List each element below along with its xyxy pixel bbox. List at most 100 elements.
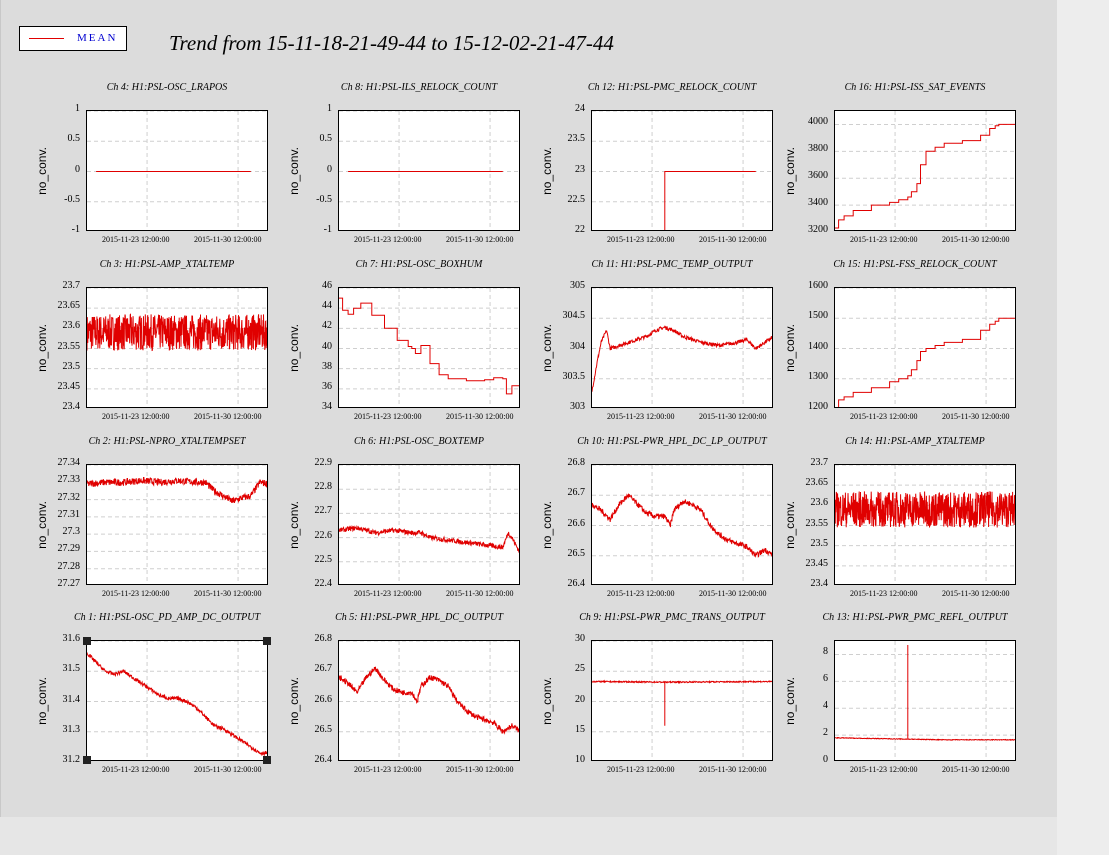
chart-svg: [592, 641, 772, 760]
series-line-mean: [835, 491, 1015, 528]
series-line-mean: [87, 652, 267, 757]
y-tick-label: 2: [823, 727, 828, 739]
chart-title: Ch 2: H1:PSL-NPRO_XTALTEMPSET: [88, 436, 246, 447]
y-tick-label: 10: [575, 754, 585, 765]
chart-svg: [339, 641, 519, 760]
chart-svg: [87, 465, 267, 584]
page-title: Trend from 15-11-18-21-49-44 to 15-12-02…: [169, 31, 614, 55]
y-tick-label: 23: [575, 163, 585, 175]
chart-plot-area: [86, 110, 268, 231]
chart-svg: [592, 465, 772, 584]
y-tick-label: 23.7: [62, 280, 81, 291]
chart-plot-area: [338, 110, 520, 231]
y-tick-label: 22.7: [314, 505, 333, 517]
y-tick-label: 23.4: [62, 401, 81, 412]
y-tick-label: 3200: [808, 224, 828, 235]
y-tick-label: 0: [75, 163, 80, 175]
y-tick-label: 42: [322, 320, 332, 332]
chart-title: Ch 15: H1:PSL-FSS_RELOCK_COUNT: [833, 259, 997, 270]
y-tick-label: 4: [823, 700, 828, 712]
series-line-mean: [664, 171, 756, 230]
chart-title: Ch 8: H1:PSL-ILS_RELOCK_COUNT: [340, 82, 498, 93]
series-line-mean: [592, 493, 772, 559]
y-tick-label: 31.2: [62, 754, 81, 765]
y-tick-label: 1400: [808, 340, 828, 352]
x-tick-label: 2015-11-30 12:00:00: [194, 235, 262, 244]
y-axis-label: no_conv.: [287, 500, 301, 549]
selection-handle[interactable]: [83, 756, 91, 764]
y-tick-label: 24: [575, 103, 585, 114]
y-tick-label: 27.27: [57, 578, 81, 589]
series-line-mean: [835, 645, 1015, 741]
x-tick-label: 2015-11-23 12:00:00: [354, 765, 422, 774]
y-tick-label: 27.33: [57, 474, 81, 486]
chart-plot-area: [834, 110, 1016, 231]
y-tick-label: 30: [575, 633, 585, 644]
chart-title: Ch 13: H1:PSL-PWR_PMC_REFL_OUTPUT: [822, 612, 1008, 623]
y-tick-label: 23.55: [57, 340, 81, 352]
y-tick-label: 27.31: [57, 508, 81, 520]
y-tick-label: 26.8: [567, 457, 586, 468]
y-tick-label: 22.8: [314, 481, 333, 493]
x-tick-label: 2015-11-30 12:00:00: [699, 589, 767, 598]
series-line-mean: [339, 297, 519, 395]
series-line-mean: [835, 123, 1015, 229]
y-tick-label: 36: [322, 380, 332, 392]
y-tick-label: 23.65: [805, 477, 829, 489]
y-tick-label: -0.5: [316, 193, 332, 205]
chart-plot-area: [834, 287, 1016, 408]
y-tick-label: 27.29: [57, 543, 81, 555]
y-tick-label: 1: [75, 103, 80, 114]
selection-handle[interactable]: [83, 637, 91, 645]
y-tick-label: 22.9: [314, 457, 333, 468]
y-tick-label: 31.4: [62, 693, 81, 705]
y-tick-label: 22.6: [314, 529, 333, 541]
y-tick-label: 15: [575, 723, 585, 735]
x-tick-label: 2015-11-30 12:00:00: [699, 412, 767, 421]
y-tick-label: 303.5: [562, 370, 586, 382]
x-tick-label: 2015-11-23 12:00:00: [102, 412, 170, 421]
x-tick-label: 2015-11-23 12:00:00: [354, 589, 422, 598]
y-tick-label: 38: [322, 360, 332, 372]
y-tick-label: 3600: [808, 170, 828, 182]
selection-handle[interactable]: [263, 756, 271, 764]
y-tick-label: 4000: [808, 116, 828, 128]
series-line-mean: [592, 679, 772, 726]
chart-svg: [835, 288, 1015, 407]
chart-plot-area: [591, 464, 773, 585]
y-tick-label: 27.3: [62, 526, 81, 538]
chart-plot-area: [591, 287, 773, 408]
chart-title: Ch 4: H1:PSL-OSC_LRAPOS: [106, 82, 228, 93]
series-line-mean: [87, 313, 267, 352]
y-tick-label: 304.5: [562, 310, 586, 322]
series-line-mean: [339, 666, 519, 735]
y-tick-label: 1200: [808, 401, 828, 412]
y-tick-label: 22.5: [567, 193, 586, 205]
chart-plot-area: [834, 640, 1016, 761]
legend: MEAN: [19, 26, 127, 51]
y-tick-label: 304: [570, 340, 585, 352]
y-tick-label: 23.6: [62, 320, 81, 332]
series-line-mean: [592, 324, 772, 392]
y-tick-label: 44: [322, 300, 332, 312]
selection-handle[interactable]: [263, 637, 271, 645]
chart-plot-area: [338, 287, 520, 408]
y-tick-label: 22: [575, 224, 585, 235]
chart-plot-area: [338, 464, 520, 585]
chart-plot-area: [591, 110, 773, 231]
y-tick-label: 1300: [808, 370, 828, 382]
chart-title: Ch 16: H1:PSL-ISS_SAT_EVENTS: [844, 82, 986, 93]
y-tick-label: 26.5: [567, 547, 586, 559]
y-tick-label: 26.7: [567, 487, 586, 499]
chart-plot-area: [591, 640, 773, 761]
y-tick-label: 31.5: [62, 663, 81, 675]
y-tick-label: -0.5: [64, 193, 80, 205]
x-tick-label: 2015-11-30 12:00:00: [446, 412, 514, 421]
y-tick-label: 3400: [808, 197, 828, 209]
chart-title: Ch 5: H1:PSL-PWR_HPL_DC_OUTPUT: [335, 612, 503, 623]
y-tick-label: 23.5: [810, 537, 829, 549]
y-tick-label: 23.4: [810, 578, 829, 589]
chart-svg: [87, 111, 267, 230]
chart-plot-area: [86, 640, 268, 761]
y-tick-label: 26.4: [314, 754, 333, 765]
